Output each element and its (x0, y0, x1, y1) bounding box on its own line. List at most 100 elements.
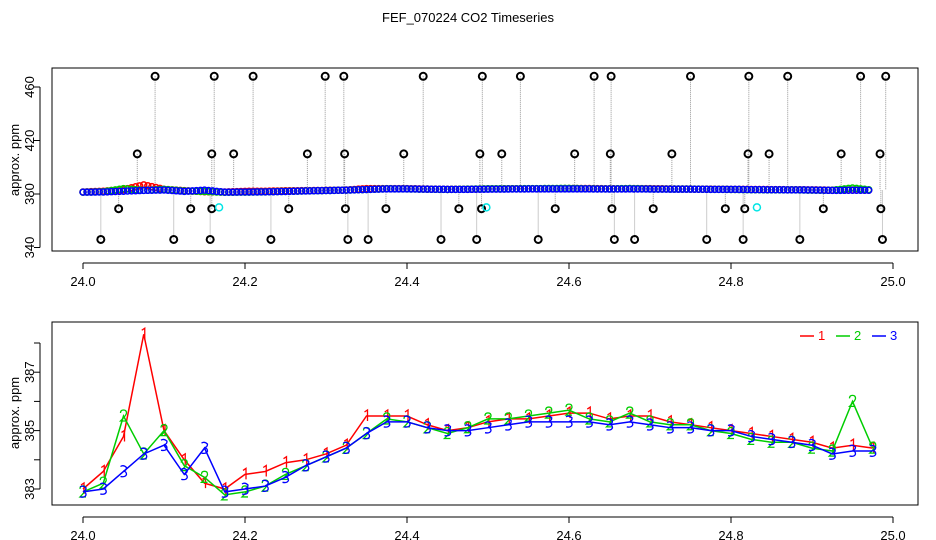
outlier-point (343, 234, 353, 244)
baseline-point (484, 185, 492, 193)
baseline-point (443, 185, 452, 194)
baseline-point (630, 185, 638, 193)
bottom-y-tick-label: 385 (22, 420, 37, 442)
outlier-point (570, 149, 580, 159)
outlier-point (605, 149, 615, 159)
baseline-point (383, 185, 391, 193)
series-3-marker (444, 424, 452, 437)
series-1-marker (485, 414, 490, 427)
baseline-point (617, 185, 626, 193)
baseline-point (860, 186, 869, 195)
baseline-point (662, 185, 670, 193)
bottom-y-axis-label: approx. ppm (7, 377, 22, 449)
baseline-point (427, 185, 436, 193)
series-3-marker (180, 467, 188, 481)
baseline-point (816, 186, 824, 194)
outlier-point (284, 204, 294, 214)
series-2-marker (584, 412, 593, 425)
flagged-point (482, 203, 491, 212)
baseline-point (87, 188, 95, 196)
outlier-point (876, 204, 886, 214)
series-3-marker (646, 418, 654, 431)
outlier-point (132, 149, 142, 159)
top-y-tick-label: 380 (22, 183, 37, 205)
outlier-point (533, 234, 543, 244)
baseline-point (176, 187, 184, 195)
baseline-point (674, 185, 683, 193)
series-3-marker (808, 438, 816, 452)
baseline-point (658, 185, 666, 193)
outlier-point (399, 149, 409, 159)
outlier-point (475, 149, 485, 159)
baseline-point (832, 186, 841, 195)
baseline-point (597, 185, 606, 193)
outlier-point (720, 204, 730, 214)
outlier-point (856, 71, 866, 81)
bottom-y-tick-label: 383 (22, 478, 37, 500)
series-2-line (82, 399, 874, 496)
baseline-point (512, 185, 521, 193)
series-3-marker (525, 415, 533, 428)
baseline-point (848, 186, 857, 195)
baseline-point (723, 185, 731, 194)
outlier-point (477, 204, 487, 214)
baseline-point (771, 185, 780, 194)
baseline-point (577, 185, 585, 193)
series-3-marker (241, 482, 249, 495)
baseline-point (480, 185, 488, 193)
series-1-marker (181, 452, 186, 465)
baseline-point (500, 185, 508, 193)
baseline-point (293, 187, 302, 195)
outlier-point (248, 71, 258, 81)
series-1-marker (647, 408, 652, 421)
outlier-point (818, 204, 828, 214)
baseline-point (731, 185, 739, 194)
baseline-point (686, 185, 695, 193)
baseline-point (796, 186, 804, 194)
baseline-point (423, 185, 431, 193)
series-1-marker (627, 408, 632, 421)
baseline-point (322, 186, 330, 195)
series-2-marker (645, 415, 654, 428)
baseline-point (95, 188, 103, 196)
bottom-plot-frame (51, 321, 919, 506)
outlier-point (607, 204, 617, 214)
baseline-point (366, 185, 375, 194)
series-2-marker (604, 415, 614, 428)
series-3-marker (120, 465, 128, 478)
baseline-point (391, 185, 399, 193)
series-1-marker (789, 432, 794, 445)
baseline-point (472, 185, 480, 194)
baseline-point (605, 185, 614, 193)
baseline-point (103, 188, 112, 196)
baseline-point (561, 185, 569, 193)
outlier-point (881, 71, 891, 81)
baseline-point (91, 188, 99, 196)
baseline-point (334, 186, 342, 195)
series-2-marker (159, 423, 168, 437)
series-1-marker (708, 420, 713, 433)
bottom-x-tick-label: 24.6 (556, 528, 581, 540)
series-3-marker (221, 485, 229, 498)
baseline-point (581, 185, 589, 193)
baseline-point (654, 185, 662, 193)
baseline-point (156, 186, 164, 194)
outlier-point (795, 234, 805, 244)
series-3-marker (282, 470, 290, 484)
series-2-marker (665, 418, 674, 431)
series-1-marker (566, 405, 571, 419)
baseline-point (148, 186, 156, 194)
series-3-marker (666, 421, 674, 434)
outlier-point (205, 234, 215, 244)
baseline-point (557, 185, 565, 193)
baseline-point (670, 185, 679, 193)
baseline-point (253, 188, 261, 196)
baseline-point (755, 185, 764, 194)
baseline-point (634, 185, 642, 193)
baseline-point (609, 185, 618, 193)
outlier-point (667, 149, 677, 159)
series-1-marker (141, 327, 146, 340)
series-3-marker (828, 447, 836, 460)
baseline-point (759, 185, 768, 194)
baseline-point (767, 185, 776, 194)
